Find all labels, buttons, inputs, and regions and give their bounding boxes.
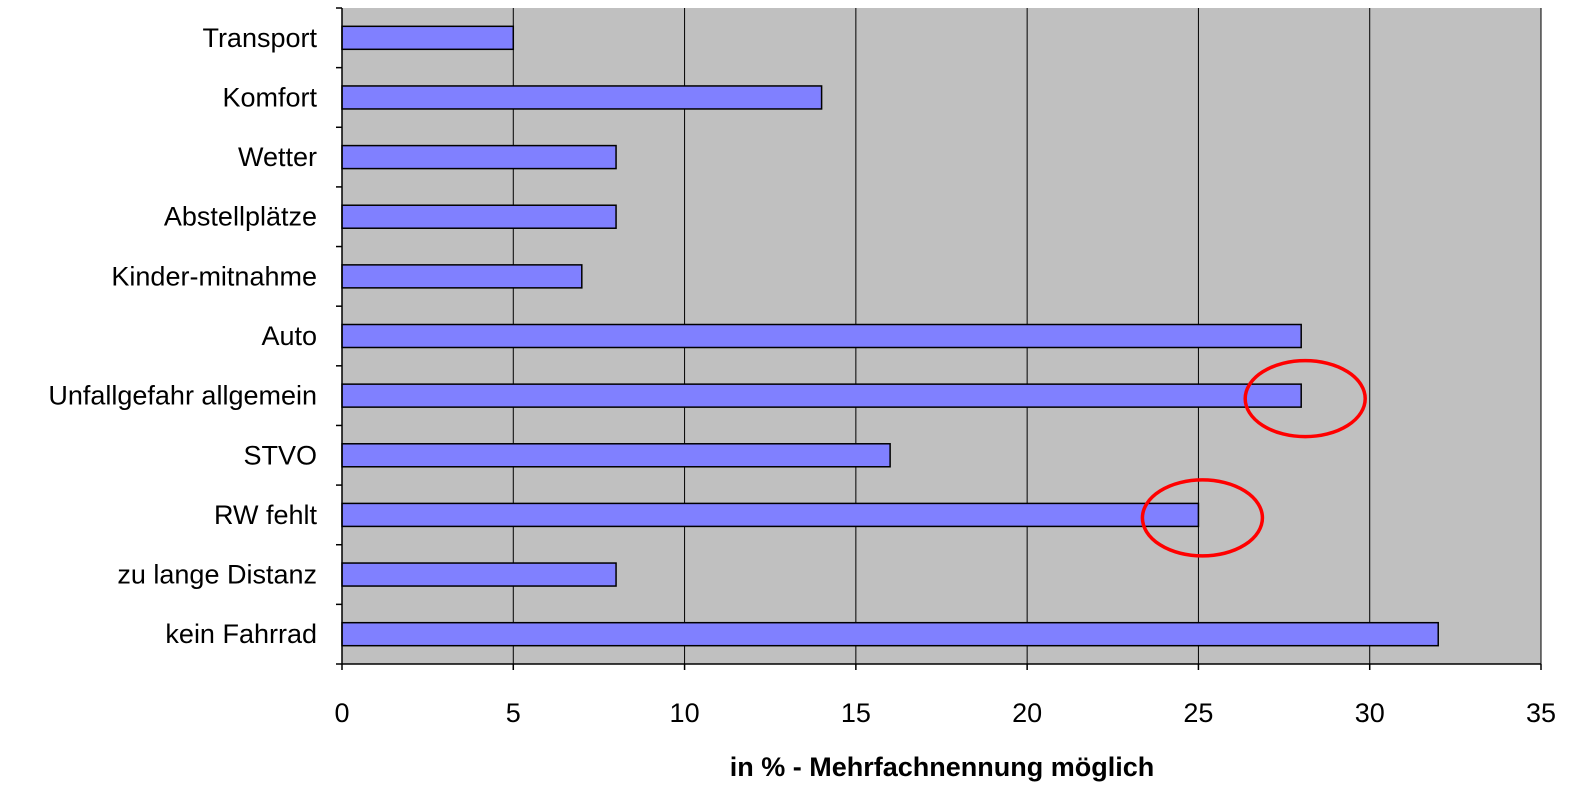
x-axis-title: in % - Mehrfachnennung möglich [730, 752, 1155, 782]
bar [341, 25, 515, 51]
x-tick-label: 35 [1526, 698, 1556, 728]
category-label: Abstellplätze [164, 202, 317, 232]
highlight-ellipse [1140, 478, 1265, 558]
bar [341, 144, 617, 170]
bar [341, 562, 617, 587]
bars [341, 25, 1439, 647]
category-label: Transport [202, 23, 317, 53]
x-tick-label: 15 [841, 698, 871, 728]
category-label: kein Fahrrad [165, 619, 317, 649]
labels: 0 5 10 15 20 25 30 35 Transport Komfort Wetter Abst… [48, 23, 1556, 728]
category-label: Komfort [222, 82, 317, 112]
axes [336, 7, 1542, 670]
bar [341, 323, 1302, 349]
bar [341, 85, 823, 110]
category-label: Auto [261, 321, 317, 351]
bar [341, 204, 617, 229]
highlight-ellipse [1243, 358, 1367, 439]
category-label: STVO [243, 440, 317, 470]
highlight-annotations [1140, 358, 1367, 558]
category-label: Wetter [238, 142, 317, 172]
x-tick-label: 30 [1355, 698, 1385, 728]
bar [341, 264, 583, 289]
bar [341, 383, 1302, 408]
x-tick-label: 0 [334, 698, 349, 728]
x-tick-label: 20 [1012, 698, 1042, 728]
category-label: zu lange Distanz [117, 560, 317, 590]
category-label: Unfallgefahr allgemein [48, 381, 317, 411]
x-tick-label: 10 [670, 698, 700, 728]
x-tick-label: 25 [1183, 698, 1213, 728]
bar [341, 502, 1200, 528]
category-label: RW fehlt [214, 500, 318, 530]
bar [341, 443, 891, 468]
category-label: Kinder-mitnahme [111, 261, 317, 291]
x-tick-label: 5 [506, 698, 521, 728]
bar [341, 621, 1439, 647]
